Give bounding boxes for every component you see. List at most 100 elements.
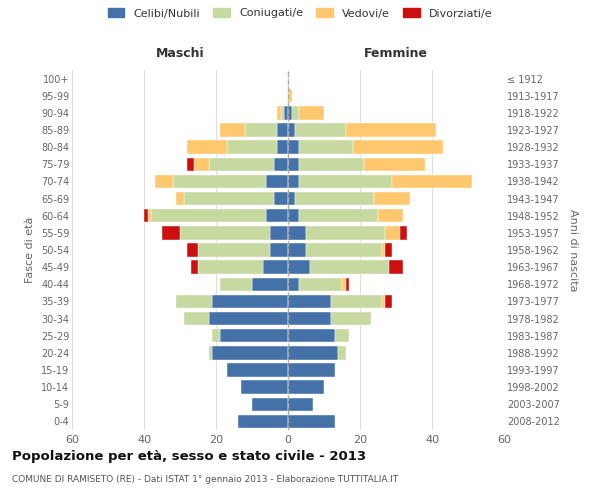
Bar <box>209 346 212 360</box>
Bar <box>338 346 346 360</box>
Bar <box>180 226 270 239</box>
Bar <box>288 174 299 188</box>
Bar <box>288 244 306 256</box>
Bar <box>162 226 180 239</box>
Bar <box>299 278 342 291</box>
Bar <box>284 106 288 120</box>
Bar <box>385 226 400 239</box>
Bar <box>288 124 295 136</box>
Bar <box>392 174 472 188</box>
Bar <box>306 226 385 239</box>
Bar <box>176 192 184 205</box>
Bar <box>209 312 288 326</box>
Bar <box>194 158 209 171</box>
Bar <box>288 278 299 291</box>
Bar <box>151 209 266 222</box>
Bar <box>252 278 288 291</box>
Bar <box>353 140 443 154</box>
Bar <box>295 124 346 136</box>
Bar <box>292 106 299 120</box>
Bar <box>288 192 295 205</box>
Bar <box>288 380 324 394</box>
Bar <box>299 140 353 154</box>
Bar <box>270 226 288 239</box>
Bar <box>299 158 364 171</box>
Bar <box>263 260 288 274</box>
Bar <box>148 209 151 222</box>
Bar <box>176 294 212 308</box>
Bar <box>306 244 382 256</box>
Bar <box>288 140 299 154</box>
Bar <box>212 329 220 342</box>
Bar <box>288 106 292 120</box>
Bar <box>331 312 371 326</box>
Bar <box>385 244 392 256</box>
Bar <box>220 124 245 136</box>
Bar <box>288 312 331 326</box>
Bar <box>288 329 335 342</box>
Bar <box>173 174 266 188</box>
Bar <box>198 244 270 256</box>
Y-axis label: Fasce di età: Fasce di età <box>25 217 35 283</box>
Bar <box>209 158 274 171</box>
Bar <box>227 140 277 154</box>
Bar <box>187 158 194 171</box>
Bar <box>400 226 407 239</box>
Bar <box>342 278 346 291</box>
Bar <box>187 140 227 154</box>
Bar <box>266 174 288 188</box>
Bar <box>212 346 288 360</box>
Bar <box>238 414 288 428</box>
Bar <box>277 124 288 136</box>
Bar <box>184 192 274 205</box>
Bar <box>295 192 374 205</box>
Bar <box>374 192 410 205</box>
Bar <box>288 260 310 274</box>
Bar <box>288 364 335 376</box>
Bar <box>288 294 331 308</box>
Bar <box>245 124 277 136</box>
Bar <box>346 124 436 136</box>
Bar <box>299 106 324 120</box>
Bar <box>227 364 288 376</box>
Text: Maschi: Maschi <box>155 46 205 60</box>
Bar <box>288 226 306 239</box>
Bar <box>378 209 403 222</box>
Bar <box>270 244 288 256</box>
Y-axis label: Anni di nascita: Anni di nascita <box>568 209 578 291</box>
Bar <box>288 398 313 411</box>
Bar <box>184 312 209 326</box>
Bar <box>220 278 252 291</box>
Bar <box>274 192 288 205</box>
Legend: Celibi/Nubili, Coniugati/e, Vedovi/e, Divorziati/e: Celibi/Nubili, Coniugati/e, Vedovi/e, Di… <box>108 8 492 18</box>
Bar <box>331 294 382 308</box>
Bar <box>335 329 349 342</box>
Bar <box>310 260 389 274</box>
Bar <box>277 140 288 154</box>
Bar <box>281 106 284 120</box>
Text: COMUNE DI RAMISETO (RE) - Dati ISTAT 1° gennaio 2013 - Elaborazione TUTTITALIA.I: COMUNE DI RAMISETO (RE) - Dati ISTAT 1° … <box>12 475 398 484</box>
Bar <box>288 414 335 428</box>
Bar <box>385 294 392 308</box>
Text: Femmine: Femmine <box>364 46 428 60</box>
Bar <box>277 106 281 120</box>
Bar <box>274 158 288 171</box>
Bar <box>198 260 263 274</box>
Bar <box>212 294 288 308</box>
Bar <box>299 209 378 222</box>
Bar <box>241 380 288 394</box>
Bar <box>389 260 403 274</box>
Bar <box>382 244 385 256</box>
Bar <box>155 174 173 188</box>
Bar <box>382 294 385 308</box>
Bar <box>191 260 198 274</box>
Bar <box>220 329 288 342</box>
Bar <box>364 158 425 171</box>
Bar <box>288 89 292 102</box>
Bar <box>288 209 299 222</box>
Bar <box>144 209 148 222</box>
Bar <box>187 244 198 256</box>
Bar <box>288 158 299 171</box>
Text: Popolazione per età, sesso e stato civile - 2013: Popolazione per età, sesso e stato civil… <box>12 450 366 463</box>
Bar <box>346 278 349 291</box>
